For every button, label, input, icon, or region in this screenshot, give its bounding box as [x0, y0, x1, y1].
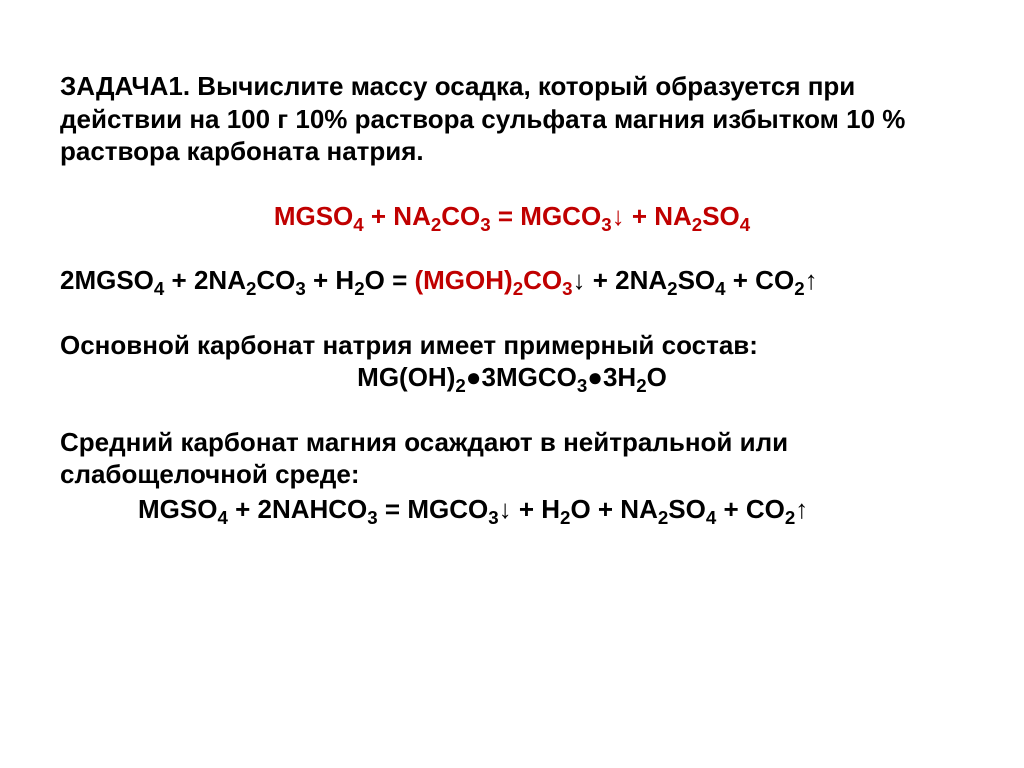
note-2-line2: слабощелочной среде: — [60, 458, 964, 491]
equation-2-product: (MGOH)2CO3 — [414, 265, 572, 295]
note-1: Основной карбонат натрия имеет примерный… — [60, 329, 964, 362]
composition-formula: MG(OH)2●3MGCO3●3H2O — [60, 361, 964, 394]
equation-2: 2MGSO4 + 2NA2CO3 + H2O = (MGOH)2CO3↓ + 2… — [60, 264, 964, 297]
equation-3: MGSO4 + 2NAHCO3 = MGCO3↓ + H2O + NA2SO4 … — [60, 493, 964, 526]
slide-content: ЗАДАЧА1. Вычислите массу осадка, который… — [0, 0, 1024, 525]
equation-1: MGSO4 + NA2CO3 = MGCO3↓ + NA2SO4 — [60, 200, 964, 233]
problem-label: ЗАДАЧА1. — [60, 71, 190, 101]
problem-statement: ЗАДАЧА1. Вычислите массу осадка, который… — [60, 70, 964, 168]
note-2-line1: Средний карбонат магния осаждают в нейтр… — [60, 426, 964, 459]
